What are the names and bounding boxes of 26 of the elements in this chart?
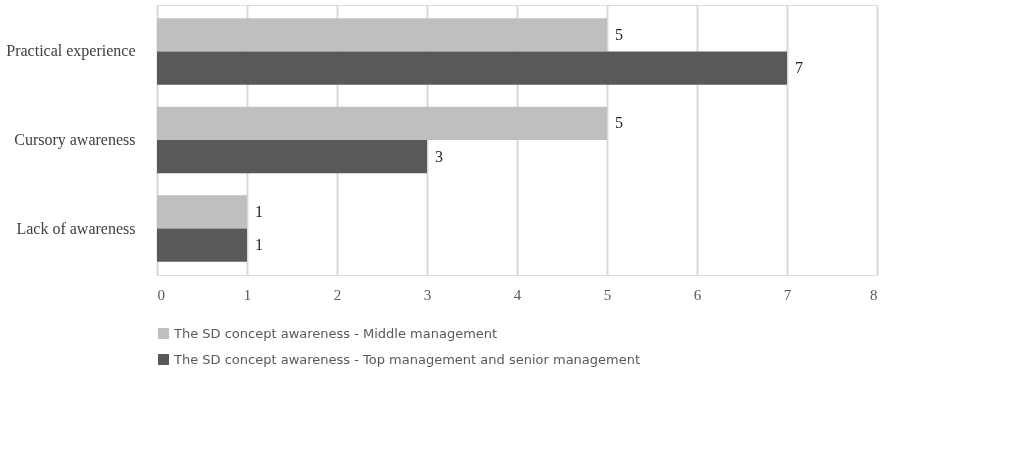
data-label: 1 [255, 202, 263, 220]
legend-label: The SD concept awareness - Middle management [173, 325, 498, 341]
x-tick-label: 7 [783, 286, 792, 303]
bar [157, 51, 787, 85]
x-tick-label: 2 [333, 286, 342, 303]
bar [157, 106, 607, 140]
y-tick-label: Lack of awareness [16, 219, 136, 237]
x-tick-label: 0 [157, 286, 165, 303]
x-tick-label: 6 [693, 286, 702, 303]
data-label: 5 [615, 114, 623, 132]
bar [157, 195, 247, 229]
bar [157, 228, 247, 262]
legend-label: The SD concept awareness - Top management and senior management [173, 351, 641, 367]
data-label: 3 [435, 147, 443, 165]
data-label: 7 [795, 59, 803, 77]
data-label: 5 [615, 25, 623, 43]
y-tick-label: Cursory awareness [14, 131, 136, 149]
x-tick-label: 5 [603, 286, 612, 303]
y-tick-label: Practical experience [6, 42, 136, 61]
bar [157, 140, 427, 174]
x-tick-label: 1 [243, 286, 252, 303]
bar [157, 18, 607, 52]
x-tick-label: 4 [513, 286, 522, 303]
x-tick-label: 3 [423, 286, 432, 303]
data-label: 1 [255, 236, 263, 254]
x-tick-label: 8 [870, 286, 878, 303]
